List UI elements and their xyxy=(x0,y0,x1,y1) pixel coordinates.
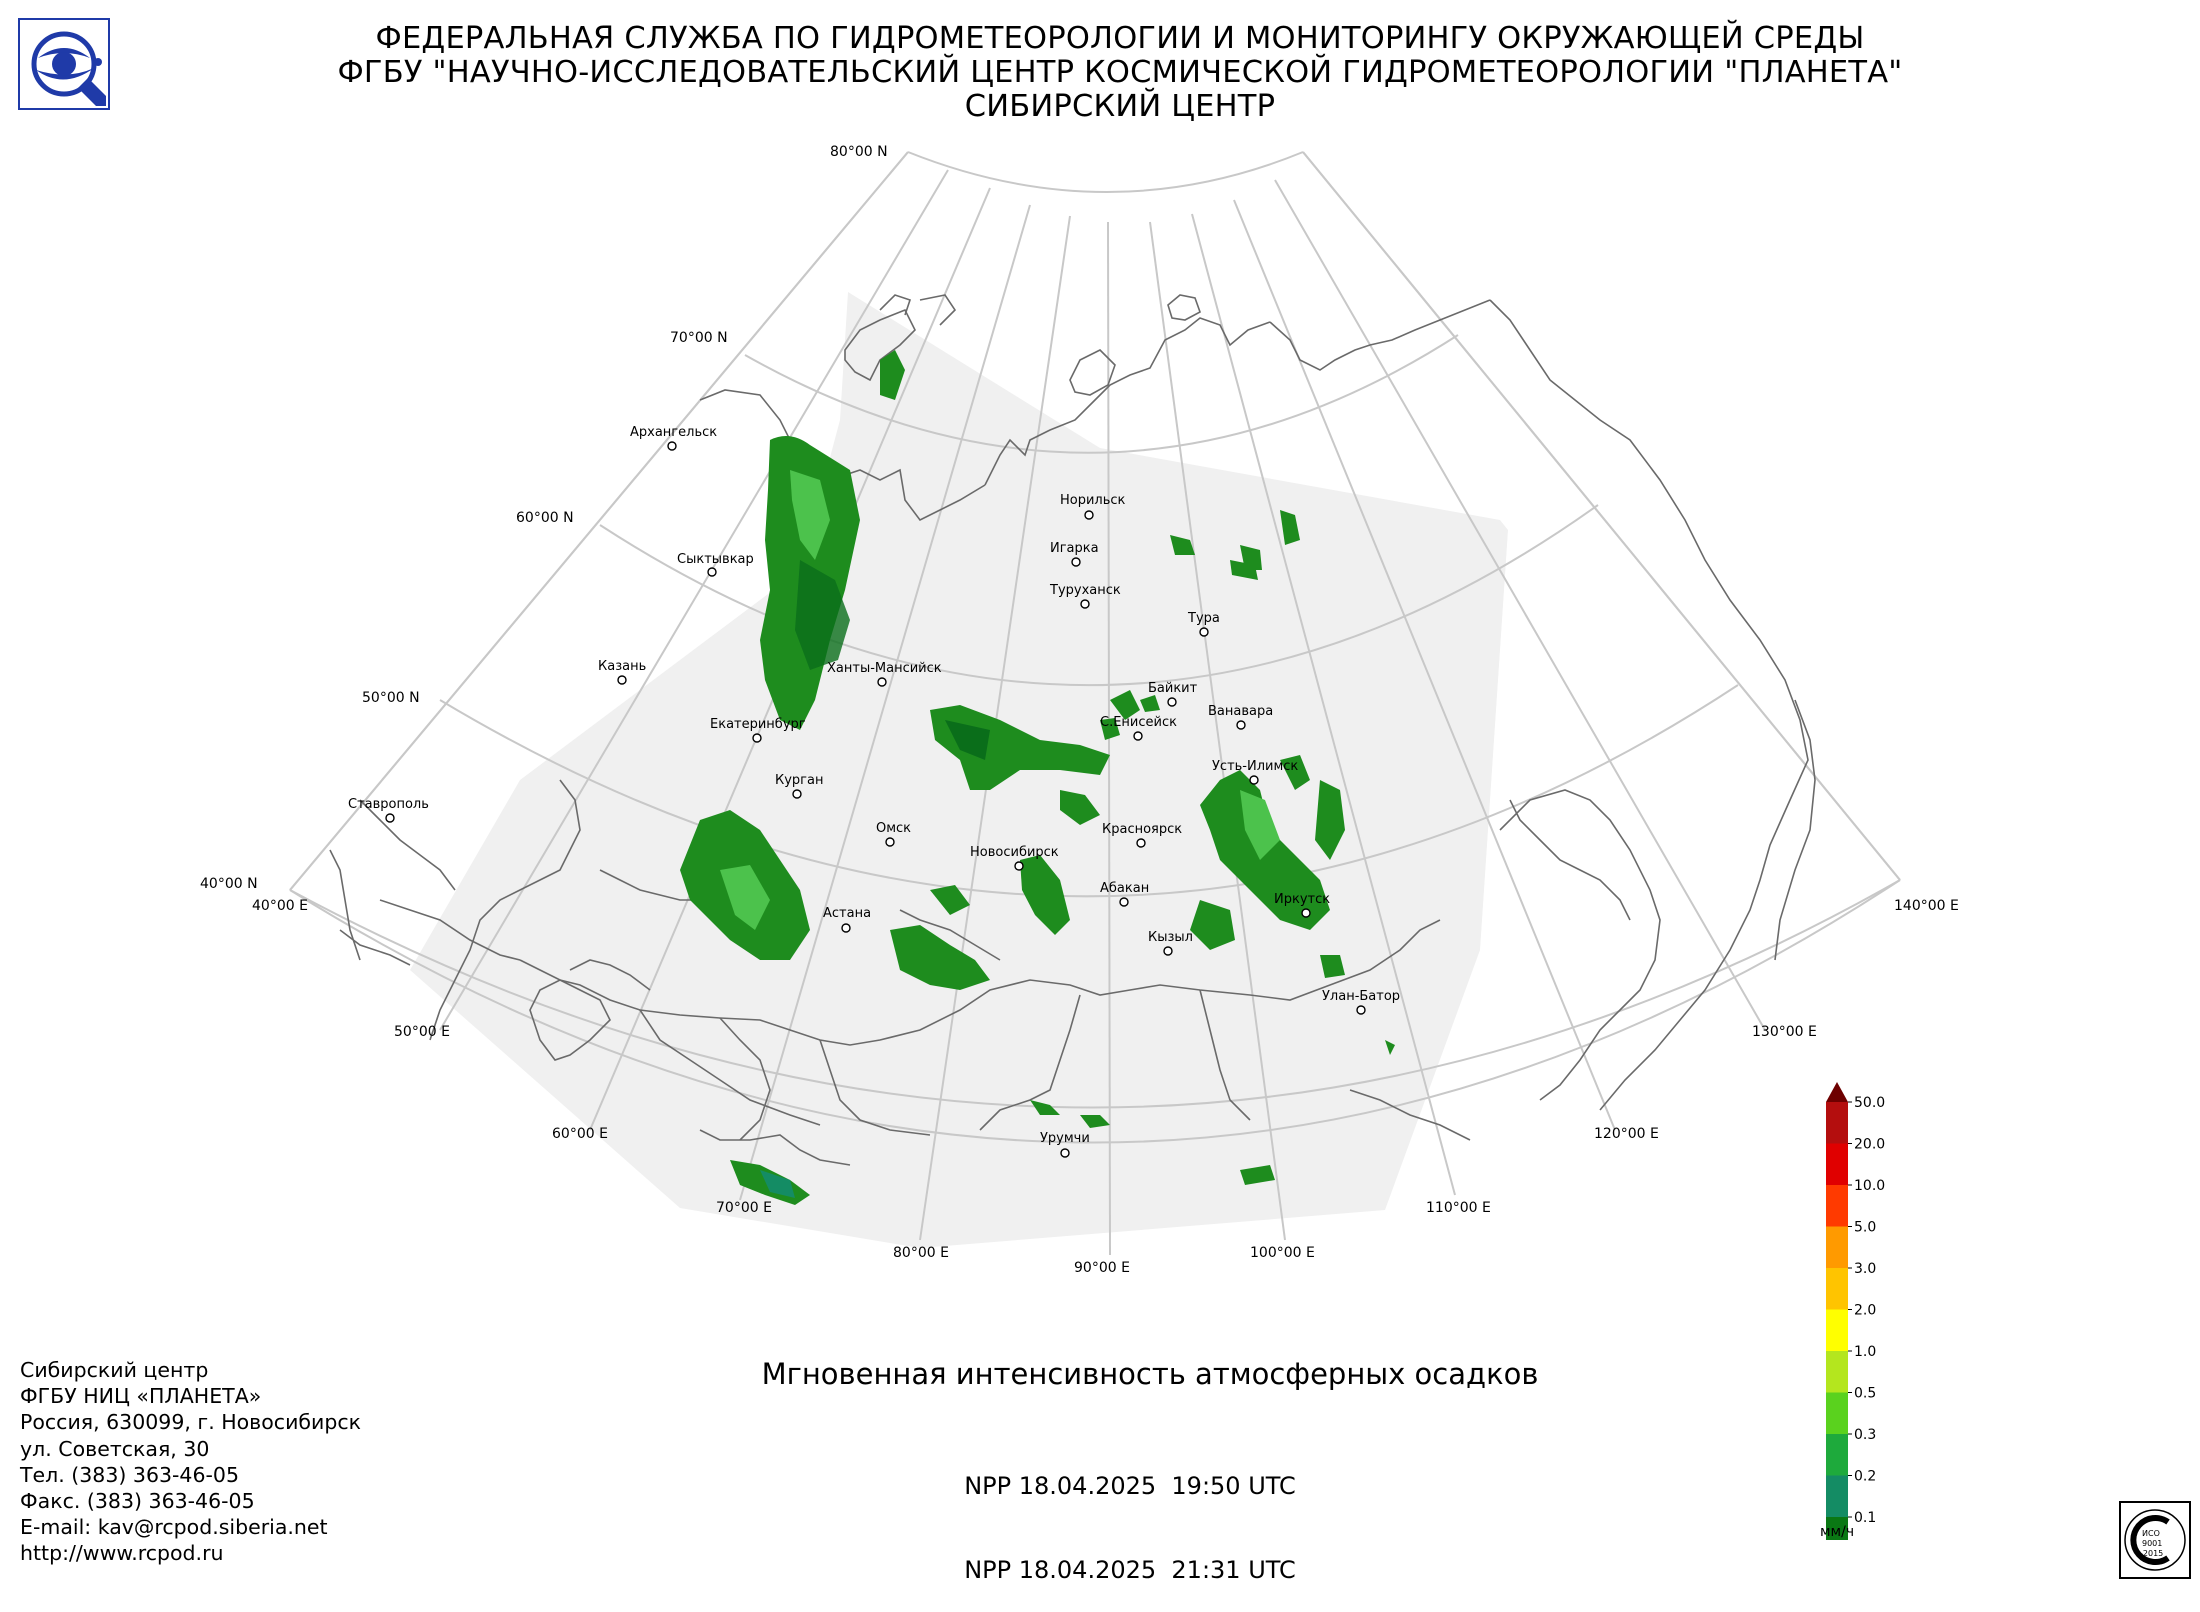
org-line: Тел. (383) 363-46-05 xyxy=(20,1462,240,1487)
city-novosibirsk: Новосибирск xyxy=(970,845,1059,860)
city-stavropol: Ставрополь xyxy=(348,797,429,812)
colorbar-segment xyxy=(1826,1185,1848,1227)
city-labels: Архангельск Сыктывкар Казань Екатеринбур… xyxy=(348,425,1400,1146)
city-turukhansk: Туруханск xyxy=(1049,583,1121,598)
lon-label-110: 110°00 E xyxy=(1426,1200,1491,1216)
city-norilsk: Норильск xyxy=(1060,493,1126,508)
satellite-coverage-area xyxy=(410,292,1508,1248)
report-header: ФЕДЕРАЛЬНАЯ СЛУЖБА ПО ГИДРОМЕТЕОРОЛОГИИ … xyxy=(140,22,2100,124)
svg-text:9001: 9001 xyxy=(2142,1539,2162,1548)
colorbar-segment xyxy=(1826,1392,1848,1434)
agency-logo xyxy=(18,18,110,110)
colorbar-tick-label: 0.5 xyxy=(1854,1386,1876,1402)
coastlines-and-borders xyxy=(329,294,1816,1166)
lon-label-80: 80°00 E xyxy=(893,1245,949,1261)
city-vanavara: Ванавара xyxy=(1208,704,1273,719)
colorbar-segment xyxy=(1826,1351,1848,1393)
graticule-labels: 80°00 N 70°00 N 60°00 N 50°00 N 40°00 N … xyxy=(200,144,1959,1276)
colorbar-tick-label: 3.0 xyxy=(1854,1261,1876,1277)
lon-label-70: 70°00 E xyxy=(716,1200,772,1216)
agency-title: ФЕДЕРАЛЬНАЯ СЛУЖБА ПО ГИДРОМЕТЕОРОЛОГИИ … xyxy=(375,21,1865,56)
colorbar-over-arrow xyxy=(1826,1082,1848,1102)
lon-label-50: 50°00 E xyxy=(394,1024,450,1040)
city-kyzyl: Кызыл xyxy=(1148,930,1193,945)
city-yekaterinburg: Екатеринбург xyxy=(710,717,806,732)
colorbar-segment xyxy=(1826,1102,1848,1144)
city-ust-ilimsk: Усть-Илимск xyxy=(1212,759,1298,774)
colorbar-tick-label: 0.2 xyxy=(1854,1469,1876,1485)
org-email: E-mail: kav@rcpod.siberia.net xyxy=(20,1515,328,1540)
colorbar-tick-label: 10.0 xyxy=(1854,1178,1885,1194)
colorbar-tick-label: 0.1 xyxy=(1854,1510,1876,1526)
precipitation-colorbar: 50.0 20.0 10.0 5.0 3.0 2.0 1.0 0.5 0.3 0.2 0.1 мм/… xyxy=(1820,1082,1885,1540)
city-urumqi: Урумчи xyxy=(1040,1131,1090,1146)
city-astana: Астана xyxy=(823,906,871,921)
city-arkhangelsk: Архангельск xyxy=(630,425,717,440)
institute-title: ФГБУ "НАУЧНО-ИССЛЕДОВАТЕЛЬСКИЙ ЦЕНТР КОС… xyxy=(337,55,1903,90)
lon-label-140: 140°00 E xyxy=(1894,898,1959,914)
city-markers xyxy=(385,441,1366,1158)
colorbar-segment xyxy=(1826,1226,1848,1268)
colorbar-tick-label: 2.0 xyxy=(1854,1303,1876,1319)
lon-label-60: 60°00 E xyxy=(552,1126,608,1142)
center-title: СИБИРСКИЙ ЦЕНТР xyxy=(964,89,1276,124)
precipitation-field xyxy=(680,350,1395,1205)
lon-label-120: 120°00 E xyxy=(1594,1126,1659,1142)
city-khanty-mansiysk: Ханты-Мансийск xyxy=(827,661,942,676)
city-kurgan: Курган xyxy=(775,773,823,788)
satellite-passes: NPP 18.04.2025 19:50 UTC NPP 18.04.2025 … xyxy=(880,1416,1380,1612)
lon-label-130: 130°00 E xyxy=(1752,1024,1817,1040)
org-line: Сибирский центр xyxy=(20,1358,209,1382)
latitude-lines xyxy=(289,151,1901,1109)
colorbar-segment xyxy=(1826,1434,1848,1476)
city-abakan: Абакан xyxy=(1100,881,1149,896)
city-igarka: Игарка xyxy=(1050,541,1099,556)
pass-1: NPP 18.04.2025 19:50 UTC xyxy=(964,1472,1296,1500)
city-krasnoyarsk: Красноярск xyxy=(1102,822,1182,837)
lat-label-80: 80°00 N xyxy=(830,144,888,160)
lon-label-40: 40°00 E xyxy=(252,898,308,914)
colorbar-tick-label: 20.0 xyxy=(1854,1137,1885,1153)
city-irkutsk: Иркутск xyxy=(1274,892,1330,907)
svg-text:ИСО: ИСО xyxy=(2142,1529,2160,1538)
colorbar-unit: мм/ч xyxy=(1820,1524,1854,1540)
city-omsk: Омск xyxy=(876,821,911,836)
city-baykit: Байкит xyxy=(1148,681,1198,696)
org-line: Факс. (383) 363-46-05 xyxy=(20,1488,255,1513)
organization-contacts: Сибирский центр ФГБУ НИЦ «ПЛАНЕТА» Росси… xyxy=(20,1357,361,1567)
city-ulaanbaatar: Улан-Батор xyxy=(1322,989,1400,1004)
colorbar-segment xyxy=(1826,1475,1848,1517)
city-syktyvkar: Сыктывкар xyxy=(677,552,754,567)
city-tura: Тура xyxy=(1187,611,1220,626)
city-s-yeniseysk: С.Енисейск xyxy=(1100,715,1177,730)
lon-label-100: 100°00 E xyxy=(1250,1245,1315,1261)
lon-label-90: 90°00 E xyxy=(1074,1260,1130,1276)
colorbar-tick-label: 1.0 xyxy=(1854,1344,1876,1360)
lat-label-70: 70°00 N xyxy=(670,330,728,346)
lat-label-60: 60°00 N xyxy=(516,510,574,526)
org-website: http://www.rcpod.ru xyxy=(20,1541,224,1566)
colorbar-segment xyxy=(1826,1309,1848,1351)
lat-label-50: 50°00 N xyxy=(362,690,420,706)
org-line: ул. Советская, 30 xyxy=(20,1436,210,1461)
org-line: ФГБУ НИЦ «ПЛАНЕТА» xyxy=(20,1384,262,1409)
colorbar-segment xyxy=(1826,1517,1848,1540)
colorbar-tick-labels: 50.0 20.0 10.0 5.0 3.0 2.0 1.0 0.5 0.3 0.2 0.1 xyxy=(1848,1095,1885,1526)
colorbar-tick-label: 5.0 xyxy=(1854,1220,1876,1236)
colorbar-segment xyxy=(1826,1268,1848,1310)
pass-2: NPP 18.04.2025 21:31 UTC xyxy=(964,1556,1296,1584)
colorbar-segment xyxy=(1826,1143,1848,1185)
product-title: Мгновенная интенсивность атмосферных оса… xyxy=(761,1357,1539,1391)
city-kazan: Казань xyxy=(598,659,646,674)
org-line: Россия, 630099, г. Новосибирск xyxy=(20,1410,362,1435)
iso-certification-stamp: ИСО 9001 -2015 xyxy=(2119,1501,2191,1579)
colorbar-segments xyxy=(1826,1082,1848,1540)
lat-label-40: 40°00 N xyxy=(200,876,258,892)
colorbar-tick-label: 0.3 xyxy=(1854,1427,1876,1443)
svg-text:-2015: -2015 xyxy=(2140,1549,2163,1558)
colorbar-tick-label: 50.0 xyxy=(1854,1095,1885,1111)
